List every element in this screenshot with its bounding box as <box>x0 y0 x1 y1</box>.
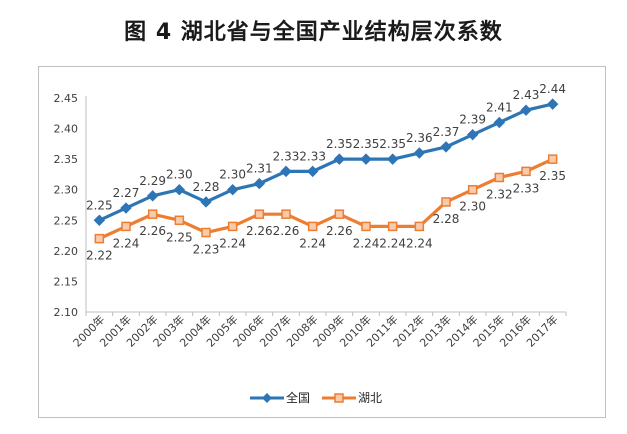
data-label: 2.24 <box>219 236 246 250</box>
data-point <box>120 202 132 214</box>
chart-legend: 全国 湖北 <box>250 390 382 405</box>
data-label: 2.29 <box>139 174 166 188</box>
data-point <box>173 184 186 196</box>
legend-marker <box>334 393 344 403</box>
data-label: 2.27 <box>113 186 140 200</box>
data-point <box>93 214 106 226</box>
data-point <box>200 196 212 208</box>
data-point <box>547 154 558 164</box>
data-label: 2.23 <box>193 243 220 257</box>
y-tick-label: 2.30 <box>54 184 79 197</box>
data-label: 2.39 <box>459 113 486 127</box>
data-label: 2.24 <box>353 236 380 250</box>
data-label: 2.24 <box>113 236 140 250</box>
data-label: 2.33 <box>273 149 300 163</box>
data-point <box>147 209 158 219</box>
data-label: 2.35 <box>326 137 353 151</box>
chart-axes: 2.102.152.202.252.302.352.402.452000年200… <box>54 92 567 350</box>
data-label: 2.24 <box>406 236 433 250</box>
legend-label: 全国 <box>286 390 310 405</box>
data-point <box>174 215 185 226</box>
data-label: 2.26 <box>139 224 166 238</box>
data-label: 2.25 <box>166 230 193 244</box>
y-tick-label: 2.35 <box>54 153 79 166</box>
figure-title: 图 4 湖北省与全国产业结构层次系数 <box>124 20 503 45</box>
data-label: 2.30 <box>219 168 246 182</box>
data-point <box>386 153 399 165</box>
data-point <box>521 166 531 177</box>
data-point <box>361 221 371 232</box>
data-point <box>387 221 398 232</box>
data-label: 2.35 <box>353 137 380 151</box>
y-tick-label: 2.10 <box>54 306 79 319</box>
data-point <box>226 184 239 196</box>
data-point <box>253 177 266 190</box>
data-label: 2.26 <box>326 224 353 238</box>
data-label: 2.30 <box>166 168 193 182</box>
chart-frame <box>38 66 606 418</box>
legend-marker <box>262 393 272 403</box>
y-tick-label: 2.40 <box>54 123 79 136</box>
data-point <box>494 172 505 183</box>
data-point <box>467 184 478 195</box>
data-label: 2.24 <box>299 236 326 250</box>
data-point <box>121 221 131 232</box>
data-point <box>280 165 292 178</box>
data-label: 2.31 <box>246 162 273 176</box>
data-label: 2.32 <box>486 187 513 201</box>
data-label: 2.33 <box>299 149 326 163</box>
data-point <box>546 98 559 110</box>
y-tick-label: 2.25 <box>54 214 79 227</box>
data-point <box>146 190 159 202</box>
data-point <box>334 209 345 219</box>
data-label: 2.26 <box>246 224 273 238</box>
data-label: 2.36 <box>406 131 433 145</box>
data-point <box>306 165 319 178</box>
data-label: 2.30 <box>459 200 486 214</box>
data-label: 2.28 <box>433 212 460 226</box>
data-point <box>281 209 291 219</box>
data-label: 2.43 <box>513 88 540 102</box>
data-point <box>414 221 425 232</box>
data-point <box>307 221 318 232</box>
data-label: 2.26 <box>273 224 300 238</box>
data-point <box>466 128 479 141</box>
data-label: 2.44 <box>539 82 566 96</box>
y-tick-label: 2.15 <box>54 275 79 288</box>
data-point <box>333 153 346 165</box>
data-point <box>94 233 105 244</box>
y-tick-label: 2.20 <box>54 245 79 258</box>
data-label: 2.35 <box>379 137 406 151</box>
data-point <box>493 116 506 129</box>
data-point <box>360 153 372 165</box>
data-label: 2.41 <box>486 100 513 114</box>
series-lines <box>93 98 559 244</box>
data-label: 2.33 <box>513 181 540 195</box>
data-point <box>413 147 426 159</box>
data-label: 2.24 <box>379 236 406 250</box>
data-point <box>254 209 265 219</box>
data-label: 2.22 <box>86 249 113 263</box>
data-point <box>441 197 451 207</box>
data-label: 2.28 <box>193 180 220 194</box>
y-tick-label: 2.45 <box>54 92 79 105</box>
legend-label: 湖北 <box>358 390 382 405</box>
data-label: 2.37 <box>433 125 460 139</box>
data-point <box>440 141 452 153</box>
data-point <box>201 227 211 238</box>
data-label: 2.35 <box>539 169 566 183</box>
data-label: 2.25 <box>86 198 113 212</box>
data-point <box>520 104 532 116</box>
data-labels: 2.252.272.29 2.302.282.30 2.312.33 2.332.35… <box>86 82 566 263</box>
data-point <box>227 221 238 232</box>
